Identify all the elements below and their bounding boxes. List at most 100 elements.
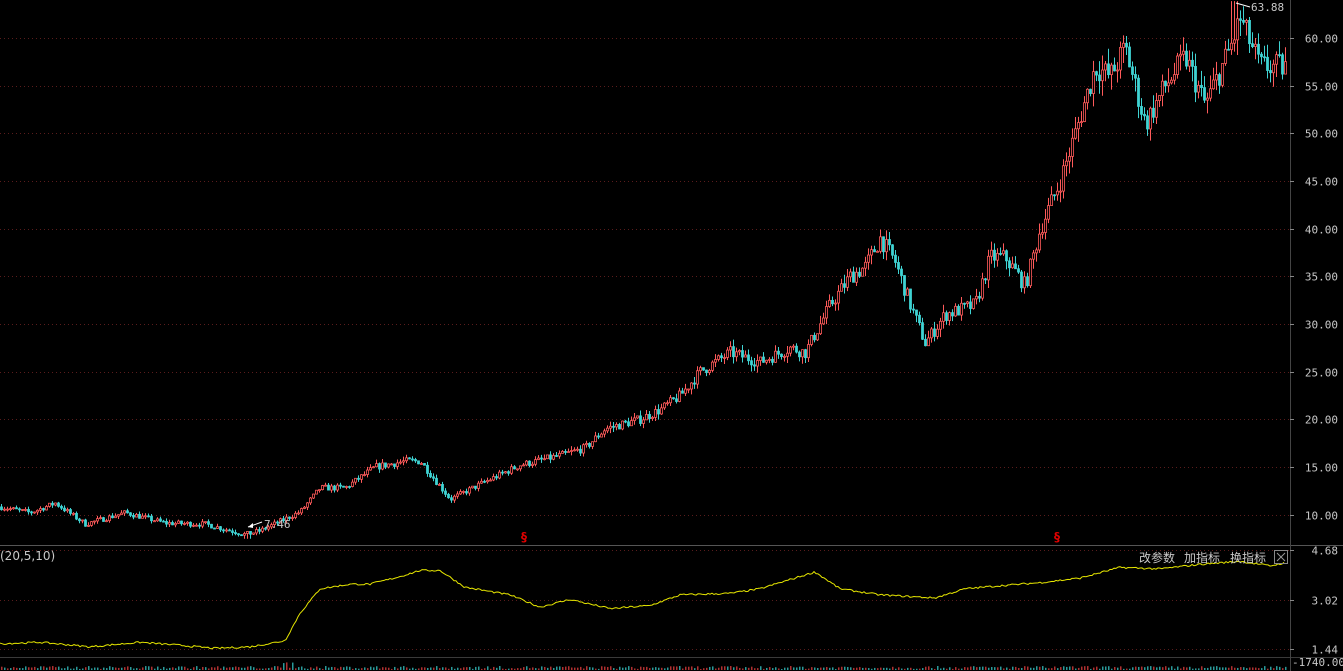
candle-body[interactable]	[387, 463, 390, 468]
candle-body[interactable]	[789, 346, 792, 354]
candle-body[interactable]	[366, 469, 369, 475]
candle-body[interactable]	[102, 517, 105, 522]
indicator-line[interactable]	[0, 560, 1285, 650]
candle-body[interactable]	[957, 305, 960, 316]
candle-body[interactable]	[240, 534, 243, 537]
candle-body[interactable]	[207, 521, 210, 525]
candle-body[interactable]	[1188, 59, 1191, 67]
candle-body[interactable]	[384, 462, 387, 468]
candle-body[interactable]	[177, 520, 180, 524]
candle-body[interactable]	[876, 250, 879, 253]
candle-body[interactable]	[1191, 59, 1194, 67]
candle-body[interactable]	[891, 244, 894, 256]
candle-body[interactable]	[1011, 263, 1014, 269]
candle-body[interactable]	[975, 295, 978, 300]
candle-body[interactable]	[246, 531, 249, 534]
candle-body[interactable]	[1137, 77, 1140, 107]
candle-body[interactable]	[90, 521, 93, 526]
candle-body[interactable]	[15, 507, 18, 510]
candle-body[interactable]	[777, 350, 780, 355]
candle-body[interactable]	[969, 301, 972, 309]
candle-body[interactable]	[1245, 20, 1248, 23]
candle-body[interactable]	[552, 455, 555, 460]
candle-body[interactable]	[723, 357, 726, 359]
candle-body[interactable]	[9, 508, 12, 510]
candle-body[interactable]	[717, 355, 720, 360]
candle-body[interactable]	[606, 427, 609, 432]
candle-body[interactable]	[834, 302, 837, 305]
candle-body[interactable]	[1284, 61, 1287, 75]
candle-body[interactable]	[465, 491, 468, 494]
candle-body[interactable]	[357, 477, 360, 480]
candle-body[interactable]	[585, 443, 588, 446]
candle-body[interactable]	[93, 520, 96, 523]
candle-body[interactable]	[681, 390, 684, 394]
candle-body[interactable]	[567, 451, 570, 453]
candle-body[interactable]	[1224, 48, 1227, 64]
candle-body[interactable]	[885, 239, 888, 253]
candle-body[interactable]	[822, 317, 825, 325]
candle-body[interactable]	[666, 402, 669, 405]
candle-body[interactable]	[216, 526, 219, 529]
event-marker[interactable]: §	[1054, 530, 1060, 544]
candle-body[interactable]	[900, 268, 903, 276]
candle-body[interactable]	[705, 369, 708, 373]
candle-body[interactable]	[189, 521, 192, 527]
candle-body[interactable]	[948, 312, 951, 321]
candle-body[interactable]	[483, 480, 486, 483]
candle-body[interactable]	[396, 462, 399, 467]
candlestick-series[interactable]	[0, 1, 1287, 539]
candle-body[interactable]	[66, 509, 69, 512]
candle-body[interactable]	[798, 351, 801, 358]
candle-body[interactable]	[1152, 107, 1155, 118]
candle-body[interactable]	[1239, 18, 1242, 21]
candle-body[interactable]	[765, 359, 768, 363]
candle-body[interactable]	[315, 489, 318, 495]
candle-body[interactable]	[1149, 107, 1152, 130]
candle-body[interactable]	[486, 480, 489, 483]
candle-body[interactable]	[939, 320, 942, 330]
candle-body[interactable]	[813, 334, 816, 341]
candle-body[interactable]	[1251, 43, 1254, 48]
candle-body[interactable]	[105, 520, 108, 523]
candle-body[interactable]	[912, 308, 915, 311]
candle-body[interactable]	[147, 515, 150, 518]
candle-body[interactable]	[33, 511, 36, 514]
candle-body[interactable]	[1281, 54, 1284, 75]
candle-body[interactable]	[306, 502, 309, 508]
candle-body[interactable]	[24, 509, 27, 511]
candle-body[interactable]	[489, 479, 492, 482]
candle-body[interactable]	[513, 466, 516, 470]
candle-body[interactable]	[531, 463, 534, 466]
candle-body[interactable]	[906, 288, 909, 296]
candle-body[interactable]	[549, 454, 552, 460]
candle-body[interactable]	[852, 271, 855, 283]
candle-body[interactable]	[495, 476, 498, 479]
candle-body[interactable]	[72, 512, 75, 515]
candle-body[interactable]	[432, 476, 435, 479]
candle-body[interactable]	[123, 510, 126, 514]
candle-body[interactable]	[342, 485, 345, 488]
candle-body[interactable]	[564, 451, 567, 453]
candle-body[interactable]	[510, 466, 513, 474]
candle-body[interactable]	[87, 524, 90, 527]
candle-body[interactable]	[678, 390, 681, 402]
candle-body[interactable]	[270, 524, 273, 528]
event-marker[interactable]: §	[521, 530, 527, 544]
candle-body[interactable]	[111, 515, 114, 519]
candle-body[interactable]	[42, 508, 45, 511]
candle-body[interactable]	[417, 460, 420, 465]
candle-body[interactable]	[318, 489, 321, 492]
candle-body[interactable]	[792, 345, 795, 348]
candle-body[interactable]	[1221, 63, 1224, 86]
candle-body[interactable]	[252, 532, 255, 535]
candle-body[interactable]	[141, 515, 144, 519]
candle-body[interactable]	[825, 306, 828, 319]
candle-body[interactable]	[855, 271, 858, 283]
candle-body[interactable]	[618, 424, 621, 430]
candle-body[interactable]	[174, 522, 177, 526]
candle-body[interactable]	[1092, 71, 1095, 94]
candle-body[interactable]	[21, 509, 24, 511]
candle-body[interactable]	[1233, 39, 1236, 44]
